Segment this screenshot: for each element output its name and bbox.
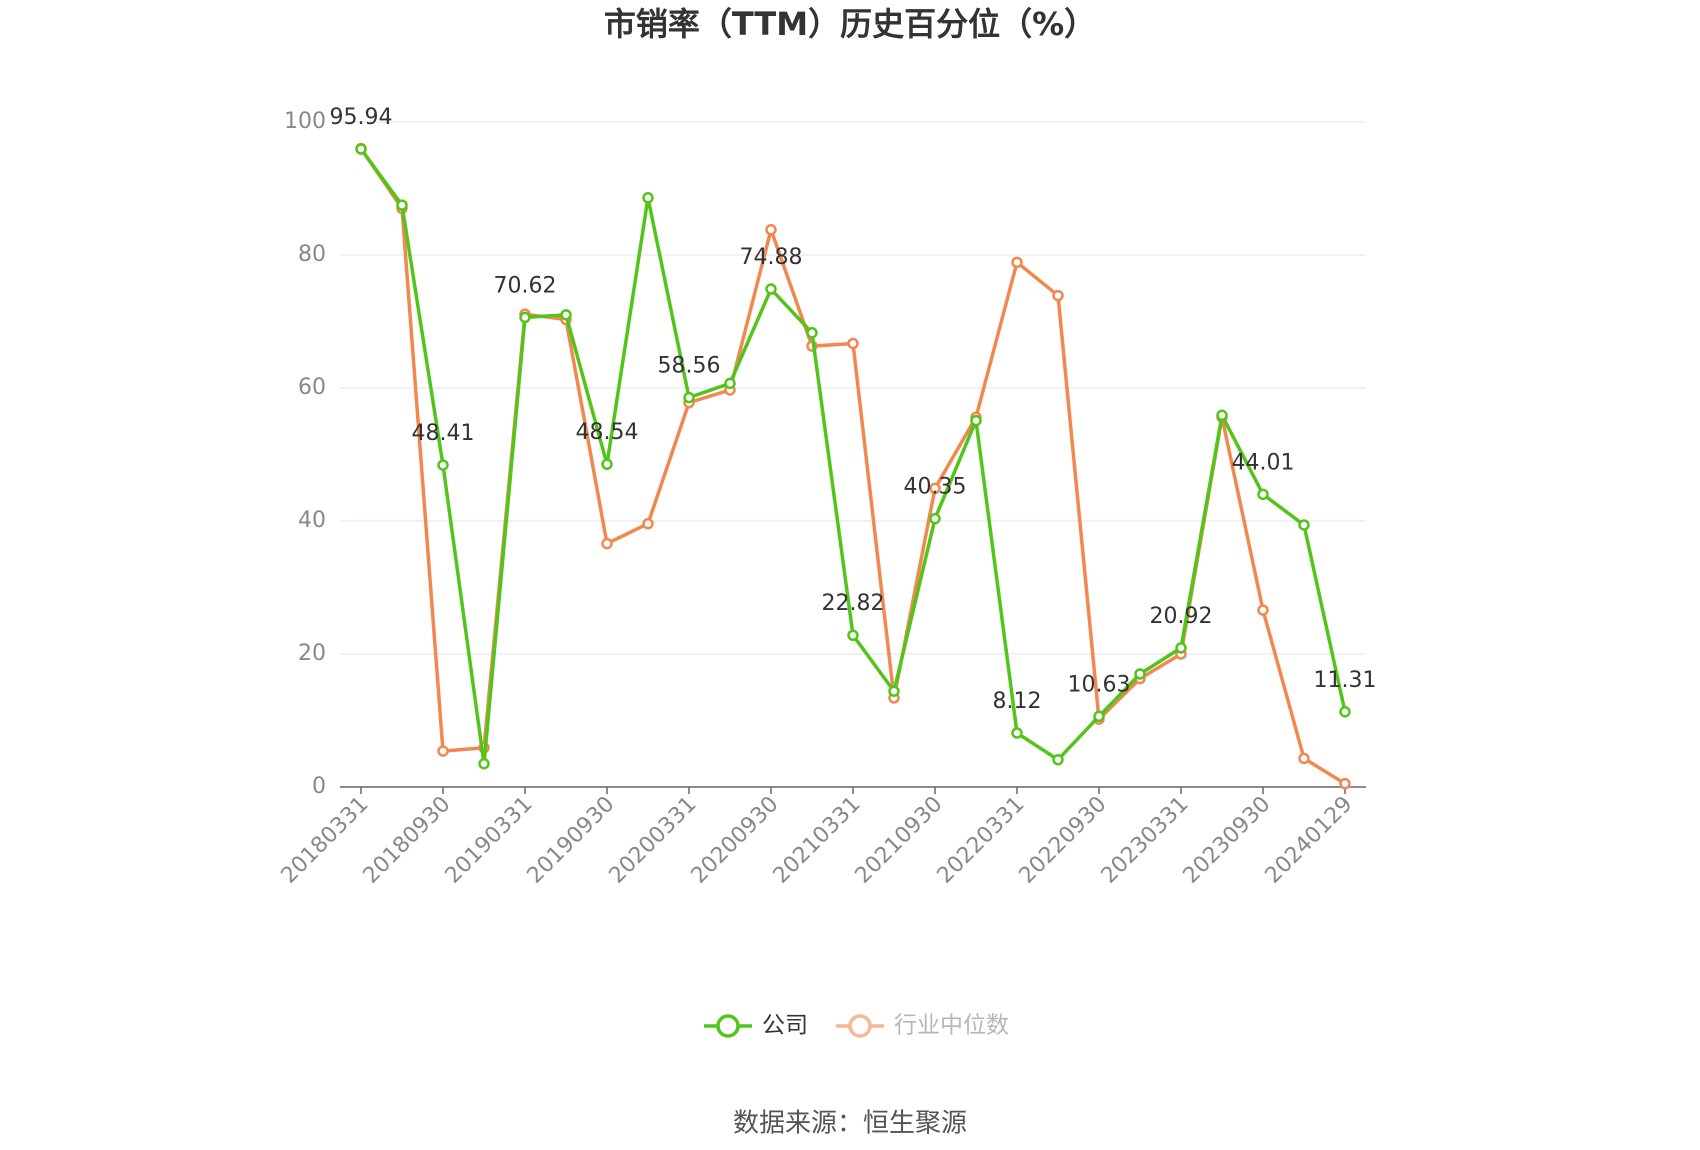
x-tick-label: 20200331 bbox=[605, 792, 702, 889]
data-point bbox=[683, 391, 695, 404]
data-point bbox=[1011, 727, 1023, 739]
y-tick-label: 0 bbox=[312, 774, 326, 799]
data-label: 10.63 bbox=[1068, 672, 1131, 697]
data-point bbox=[929, 512, 941, 525]
x-tick-label: 20180930 bbox=[359, 792, 456, 889]
x-tick-label: 20230331 bbox=[1097, 792, 1194, 889]
data-label: 8.12 bbox=[993, 689, 1042, 714]
data-point bbox=[888, 685, 900, 697]
data-point bbox=[642, 192, 654, 204]
y-tick-label: 40 bbox=[298, 508, 326, 533]
data-point bbox=[478, 757, 490, 770]
data-label: 48.54 bbox=[576, 420, 639, 445]
data-point bbox=[1298, 752, 1310, 765]
data-label: 74.88 bbox=[740, 245, 803, 270]
data-point bbox=[519, 311, 531, 324]
data-point bbox=[1257, 488, 1269, 501]
x-tick-label: 20220930 bbox=[1015, 792, 1112, 889]
data-point bbox=[724, 377, 736, 390]
data-point bbox=[929, 482, 941, 495]
data-label: 22.82 bbox=[822, 591, 885, 616]
data-label: 58.56 bbox=[658, 354, 721, 379]
data-point bbox=[1339, 706, 1351, 718]
source-note: 数据来源：恒生聚源 bbox=[733, 1109, 967, 1139]
data-point bbox=[355, 143, 367, 155]
data-point bbox=[1134, 668, 1146, 680]
legend-label: 公司 bbox=[762, 1013, 808, 1039]
data-point bbox=[1175, 642, 1187, 654]
data-point bbox=[1052, 289, 1064, 302]
x-tick-label: 20180331 bbox=[277, 792, 374, 889]
data-point bbox=[1093, 710, 1105, 723]
y-tick-label: 80 bbox=[298, 242, 326, 267]
x-tick-label: 20220331 bbox=[933, 792, 1030, 889]
data-point bbox=[1011, 256, 1023, 269]
data-label: 95.94 bbox=[330, 105, 393, 130]
y-tick-label: 100 bbox=[284, 109, 326, 134]
data-point bbox=[642, 517, 654, 530]
data-point bbox=[437, 459, 449, 471]
series-line bbox=[359, 147, 1346, 786]
data-label: 40.35 bbox=[904, 475, 967, 500]
y-tick-label: 20 bbox=[298, 641, 326, 666]
data-point bbox=[847, 337, 859, 350]
legend-symbol bbox=[716, 1014, 740, 1038]
data-point bbox=[970, 414, 982, 427]
data-label: 70.62 bbox=[494, 273, 557, 298]
data-point bbox=[1298, 519, 1310, 531]
data-point bbox=[1257, 604, 1269, 616]
data-point bbox=[560, 309, 572, 321]
data-point bbox=[765, 283, 777, 295]
data-label: 20.92 bbox=[1150, 604, 1213, 629]
legend-label: 行业中位数 bbox=[894, 1013, 1009, 1039]
data-label: 48.41 bbox=[412, 421, 475, 446]
legend-item: 公司 bbox=[704, 1013, 808, 1039]
data-point bbox=[847, 629, 859, 641]
data-point bbox=[765, 223, 777, 236]
data-point bbox=[437, 745, 449, 757]
x-tick-label: 20190930 bbox=[523, 792, 620, 889]
y-tick-label: 60 bbox=[298, 375, 326, 400]
data-point bbox=[601, 537, 613, 550]
legend-item: 行业中位数 bbox=[836, 1013, 1009, 1039]
data-point bbox=[396, 199, 408, 211]
data-label: 11.31 bbox=[1314, 668, 1377, 693]
data-point bbox=[1052, 753, 1064, 766]
data-point bbox=[806, 327, 818, 339]
legend-symbol bbox=[848, 1014, 872, 1038]
x-tick-label: 20210930 bbox=[851, 792, 948, 889]
data-point bbox=[1216, 409, 1228, 422]
series-line bbox=[359, 147, 1347, 766]
data-point bbox=[1339, 777, 1351, 790]
x-tick-label: 20200930 bbox=[687, 792, 784, 889]
data-point bbox=[601, 458, 613, 470]
x-tick-label: 20230930 bbox=[1179, 792, 1276, 889]
chart-title: 市销率（TTM）历史百分位（%） bbox=[604, 5, 1096, 43]
x-tick-label: 20190331 bbox=[441, 792, 538, 889]
x-tick-label: 20240129 bbox=[1261, 792, 1358, 889]
data-label: 44.01 bbox=[1232, 450, 1295, 475]
x-tick-label: 20210331 bbox=[769, 792, 866, 889]
